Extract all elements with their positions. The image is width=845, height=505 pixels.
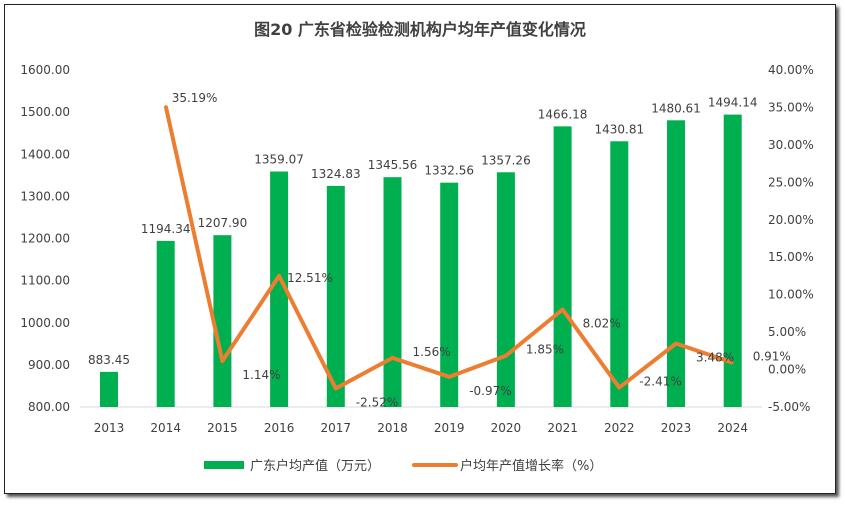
line-label: -2.52% — [356, 395, 398, 409]
x-axis-tick: 2017 — [321, 421, 352, 435]
line-label: 0.91% — [753, 350, 791, 364]
left-axis-tick: 800.00 — [28, 400, 70, 414]
right-axis-tick: 40.00% — [768, 63, 814, 77]
line-label: -2.41% — [639, 375, 681, 389]
x-axis-tick: 2018 — [377, 421, 408, 435]
bar-label: 1494.14 — [708, 96, 758, 110]
bar-label: 1480.61 — [651, 101, 701, 115]
line-point — [561, 308, 564, 311]
line-point — [731, 361, 734, 364]
x-axis-tick: 2014 — [150, 421, 181, 435]
bar — [270, 171, 289, 407]
right-axis-tick: 25.00% — [768, 175, 814, 189]
right-axis-tick: -5.00% — [768, 400, 810, 414]
left-axis-tick: 1000.00 — [20, 316, 70, 330]
line-point — [675, 342, 677, 345]
line-label: -0.97% — [469, 384, 511, 398]
bar — [667, 120, 685, 408]
left-axis-tick: 1100.00 — [20, 274, 70, 288]
bar — [326, 185, 345, 407]
bar — [553, 126, 572, 407]
line-point — [221, 360, 224, 363]
bar — [496, 172, 515, 407]
left-axis-tick: 1300.00 — [20, 189, 70, 203]
bar — [100, 371, 118, 407]
x-axis-tick: 2013 — [94, 421, 125, 435]
x-axis-tick: 2023 — [661, 421, 692, 435]
legend-label-bar: 广东户均产值（万元） — [250, 458, 380, 474]
bar-label: 1466.18 — [538, 107, 588, 121]
x-axis-tick: 2022 — [604, 421, 635, 435]
right-axis-tick: 30.00% — [768, 138, 814, 152]
right-axis-tick: 5.00% — [768, 325, 806, 339]
line-label: 1.85% — [526, 343, 564, 357]
left-axis-tick: 1400.00 — [20, 147, 70, 161]
line-point — [164, 105, 167, 108]
right-axis-tick: 35.00% — [768, 100, 814, 114]
right-axis-tick: 10.00% — [768, 288, 814, 302]
line-label: 12.51% — [287, 271, 333, 285]
chart-title: 图20 广东省检验检测机构户均年产值变化情况 — [254, 20, 586, 39]
line-label: 8.02% — [583, 316, 621, 330]
left-axis-tick: 900.00 — [28, 358, 70, 372]
line-label: 35.19% — [172, 91, 218, 105]
bar — [213, 235, 232, 407]
bar-label: 1332.56 — [424, 164, 474, 178]
bar-label: 1324.83 — [311, 167, 361, 181]
left-axis-tick: 1600.00 — [20, 63, 70, 77]
bar-label: 883.45 — [88, 353, 130, 367]
line-point — [391, 356, 394, 359]
x-axis-tick: 2024 — [717, 421, 748, 435]
x-axis-tick: 2019 — [434, 421, 465, 435]
bar-label: 1194.34 — [141, 222, 191, 236]
right-axis-tick: 20.00% — [768, 213, 814, 227]
right-axis-tick: 0.00% — [768, 363, 806, 377]
line-point — [448, 375, 451, 378]
bar — [440, 182, 459, 407]
line-point — [278, 274, 281, 277]
legend: 广东户均产值（万元） 户均年产值增长率（%） — [204, 458, 602, 474]
legend-label-line: 户均年产值增长率（%） — [460, 458, 602, 474]
chart-frame — [4, 4, 836, 494]
bar-label: 1430.81 — [594, 122, 644, 136]
bar — [610, 141, 629, 407]
line-point — [618, 386, 621, 389]
bar-label: 1357.26 — [481, 153, 531, 167]
bar-label: 1345.56 — [368, 158, 418, 172]
left-axis-tick: 1500.00 — [20, 105, 70, 119]
line-point — [334, 387, 337, 390]
x-axis-tick: 2020 — [491, 421, 522, 435]
legend-swatch-bar — [204, 461, 244, 469]
line-label: 1.14% — [242, 368, 280, 382]
bar-label: 1359.07 — [254, 152, 304, 166]
bar-label: 1207.90 — [198, 216, 248, 230]
line-label: 3.48% — [696, 350, 734, 364]
bar — [723, 114, 742, 407]
left-axis-tick: 1200.00 — [20, 232, 70, 246]
line-label: 1.56% — [413, 345, 451, 359]
x-axis-tick: 2021 — [547, 421, 578, 435]
x-axis-tick: 2015 — [207, 421, 238, 435]
x-axis-tick: 2016 — [264, 421, 295, 435]
bar — [383, 177, 402, 407]
right-axis-tick: 15.00% — [768, 250, 814, 264]
bar — [156, 240, 175, 407]
line-point — [504, 354, 507, 357]
